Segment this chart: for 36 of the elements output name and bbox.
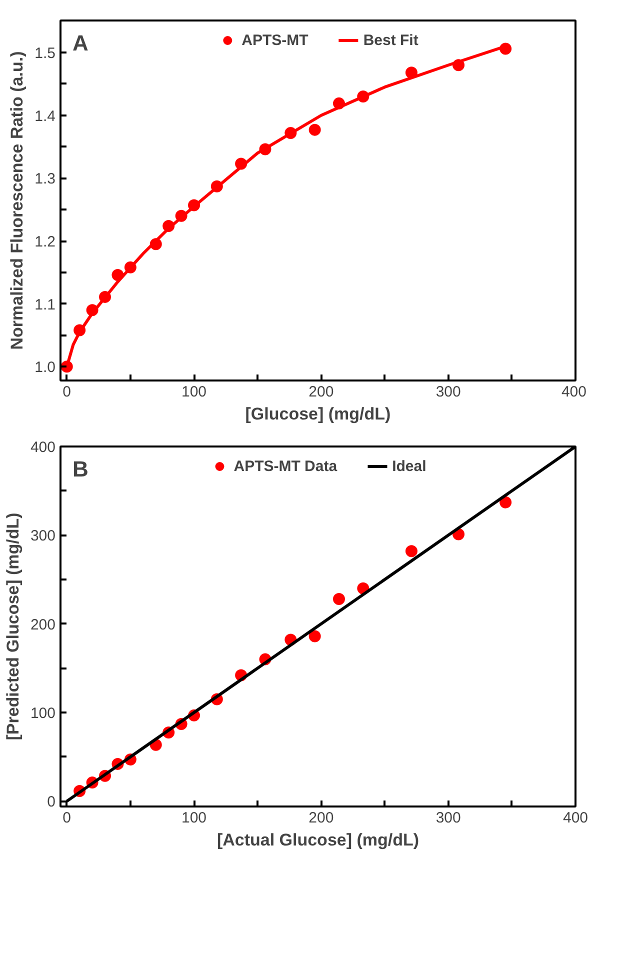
x-tick-label: 0	[62, 384, 72, 400]
x-tick-label: 0	[62, 810, 72, 826]
point	[308, 124, 321, 136]
point	[405, 545, 418, 558]
legend-label: APTS-MT	[242, 32, 308, 48]
y-tick-label: 1.2	[34, 234, 56, 251]
x-tick-label: 100	[182, 810, 207, 826]
point	[332, 593, 345, 605]
y-tick-label: 100	[30, 705, 56, 722]
y-tick-label: 1.0	[34, 359, 56, 376]
point	[500, 496, 512, 508]
y-tick-label: 1.4	[34, 108, 56, 125]
x-tick-label: 200	[308, 810, 334, 826]
x-tick-label: 100	[182, 384, 207, 400]
legend-label: APTS-MT Data	[234, 458, 338, 474]
y-tick-label: 0	[47, 794, 56, 811]
x-tick-label: 300	[436, 810, 461, 826]
legend-label: Ideal	[392, 458, 426, 474]
annotation: B	[72, 456, 88, 482]
point	[308, 630, 321, 642]
y-tick-label: 400	[30, 439, 56, 456]
y-axis-title: [Predicted Glucose] (mg/dL)	[3, 512, 22, 740]
y-tick-label: 1.5	[34, 45, 56, 62]
x-tick-label: 300	[436, 384, 461, 400]
legend-label: Best Fit	[363, 32, 418, 48]
y-tick-label: 1.1	[34, 296, 56, 314]
annotation: A	[72, 30, 88, 56]
y-tick-label: 300	[30, 528, 56, 545]
x-axis-title: [Actual Glucose] (mg/dL)	[216, 830, 420, 850]
y-tick-label: 200	[30, 616, 56, 634]
x-tick-label: 400	[561, 384, 587, 400]
y-tick-label: 1.3	[34, 170, 56, 188]
x-tick-label: 400	[562, 810, 588, 826]
y-axis-title: Normalized Fluorescence Ratio (a.u.)	[8, 51, 27, 350]
x-tick-label: 200	[308, 384, 334, 400]
x-axis-title: [Glucose] (mg/dL)	[245, 404, 391, 424]
